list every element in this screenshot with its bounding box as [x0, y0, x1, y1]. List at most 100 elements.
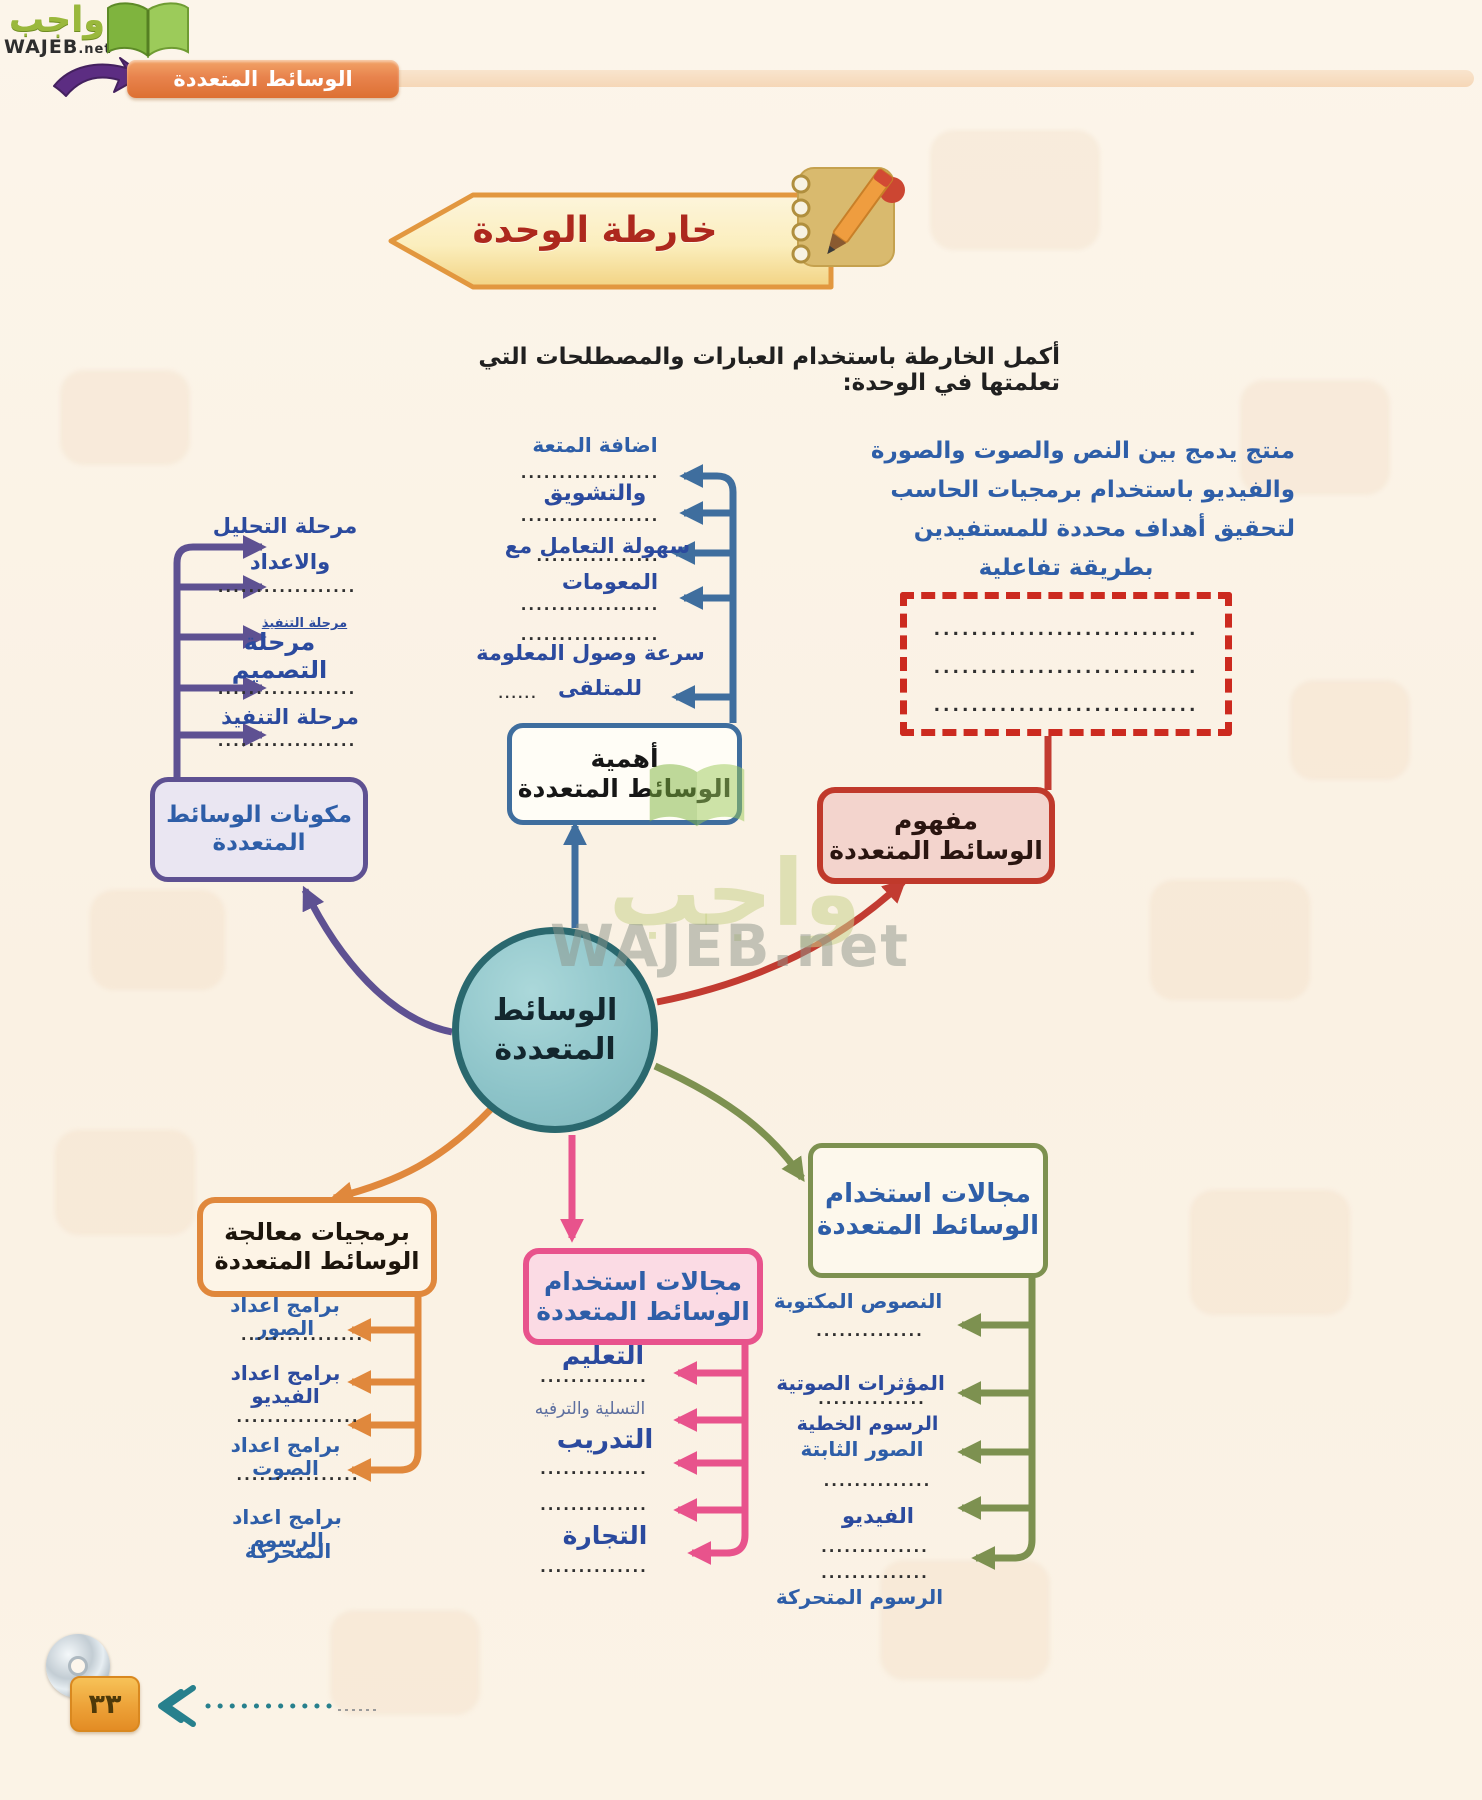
wajeb-logo-tld: .net [78, 42, 112, 57]
importance-blank-1: .................. [520, 466, 660, 481]
central-node-multimedia: الوسائط المتعددة [452, 927, 658, 1133]
concept-blank-3: ............................ [933, 698, 1199, 715]
importance-blank-4: .................. [520, 598, 660, 613]
fields-right-blank-1: .............. [816, 1324, 924, 1339]
background-pattern [55, 1130, 195, 1235]
background-pattern [1190, 1190, 1350, 1315]
purple-ribbon-arrow-icon [53, 57, 145, 97]
components-item-design: مرحلة التصميم [231, 628, 328, 684]
concept-definition-line2: والفيديو باستخدام برمجيات الحاسب [890, 477, 1295, 503]
software-blank-2: ................ [236, 1410, 360, 1425]
fields-right-item-sound-effects: المؤثرات الصوتية [776, 1371, 945, 1395]
importance-item-fun: اضافة المتعة [532, 433, 658, 457]
software-box-line2: الوسائط المتعددة [214, 1247, 420, 1275]
importance-blank-2: .................. [520, 509, 660, 524]
fields-right-item-video: الفيديو [842, 1504, 914, 1528]
importance-item-speed: سرعة وصول المعلومة [476, 641, 705, 665]
unit-header-title: الوسائط المتعددة [173, 67, 353, 91]
components-blank-2: .................. [217, 682, 357, 697]
components-item-analysis: مرحلة التحليل [212, 514, 358, 538]
fields-right-box-line1: مجالات استخدام [825, 1179, 1031, 1210]
fields-center-blank-1: .............. [540, 1370, 648, 1385]
fields-right-blank-5: .............. [821, 1566, 929, 1581]
concept-blank-2: ............................ [933, 660, 1199, 677]
book-logo-icon [107, 2, 189, 59]
fields-right-item-texts: النصوص المكتوبة [773, 1289, 943, 1313]
fields-center-blank-4: .............. [540, 1560, 648, 1575]
fields-center-item-education: التعليم [561, 1341, 645, 1370]
unit-header: الوسائط المتعددة [127, 60, 399, 98]
fields-center-box-line2: الوسائط المتعددة [536, 1296, 750, 1326]
fields-right-item-still-images: الصور الثابتة [800, 1437, 924, 1461]
components-blank-1: .................. [217, 580, 357, 595]
fields-center-item-commerce: التجارة [562, 1521, 648, 1550]
background-pattern [880, 1560, 1050, 1680]
instruction-text: أكمل الخارطة باستخدام العبارات والمصطلحا… [478, 344, 1060, 397]
importance-blank-6: ...... [498, 688, 538, 700]
fields-right-item-line-drawings: الرسوم الخطية [796, 1413, 939, 1435]
concept-answer-box [900, 592, 1232, 736]
importance-box-line2: الوسائط المتعددة [517, 774, 732, 803]
importance-item-suspense: والتشويق [543, 481, 647, 506]
concept-box-line2: الوسائط المتعددة [829, 835, 1043, 865]
importance-blank-3: ................ [536, 549, 660, 564]
components-item-preparation: والاعداد [249, 550, 331, 574]
central-node-line2: المتعددة [494, 1032, 616, 1067]
background-pattern [60, 370, 190, 465]
components-item-execution-note: مرحلة التنفيذ [261, 616, 348, 631]
software-item-animation-line1: برامج اعداد الرسوم [232, 1505, 342, 1552]
importance-item-ease: سهولة التعامل مع [504, 534, 691, 558]
background-pattern [1150, 880, 1310, 1000]
software-item-audio: برامج اعداد الصوت [230, 1433, 341, 1480]
components-blank-3: .................. [217, 734, 357, 749]
concept-box-line1: مفهوم [894, 805, 978, 835]
components-item-execution: مرحلة التنفيذ [221, 705, 359, 729]
wajeb-logo-latin: WAJEB.net [4, 36, 112, 58]
importance-blank-5: .................. [520, 628, 660, 643]
importance-box: أهمية الوسائط المتعددة [507, 723, 742, 825]
wajeb-logo-name: WAJEB [4, 36, 79, 58]
fields-center-item-entertainment: التسلية والترفيه [534, 1399, 646, 1419]
background-pattern [330, 1610, 480, 1715]
software-blank-3: ................ [236, 1468, 360, 1483]
central-node-line1: الوسائط [492, 993, 618, 1028]
notepad-pencil-icon [791, 167, 905, 267]
fields-right-box: مجالات استخدام الوسائط المتعددة [808, 1143, 1048, 1278]
concept-blank-1: ............................ [933, 622, 1199, 639]
concept-definition-line3: لتحقيق أهداف محددة للمستفيدين [913, 516, 1295, 542]
background-pattern [90, 890, 225, 990]
importance-item-recipient: للمتلقى [557, 676, 643, 700]
importance-item-information: المعومات [561, 570, 659, 594]
fields-center-box-line1: مجالات استخدام [543, 1266, 743, 1296]
components-box-line2: المتعددة [212, 829, 306, 856]
fields-right-blank-4: .............. [821, 1540, 929, 1555]
fields-center-box: مجالات استخدام الوسائط المتعددة [523, 1248, 763, 1345]
background-pattern [930, 130, 1100, 250]
header-strip [392, 70, 1474, 87]
banner-title: خارطة الوحدة [472, 210, 718, 251]
software-box: برمجيات معالجة الوسائط المتعددة [197, 1197, 437, 1297]
fields-right-box-line2: الوسائط المتعددة [816, 1210, 1040, 1241]
concept-definition-line1: منتج يدمج بين النص والصوت والصورة [870, 438, 1295, 464]
page-number-badge: ٣٣ [70, 1676, 140, 1732]
components-box: مكونات الوسائط المتعددة [150, 777, 368, 882]
importance-box-line1: أهمية [590, 744, 659, 773]
fields-right-item-animation: الرسوم المتحركة [775, 1585, 944, 1609]
software-item-images: برامج اعداد الصور [230, 1293, 340, 1340]
page-number: ٣٣ [88, 1688, 122, 1720]
concept-box: مفهوم الوسائط المتعددة [817, 787, 1055, 884]
concept-definition-line4: بطريقة تفاعلية [978, 555, 1154, 581]
wajeb-logo-arabic: واجب [8, 0, 106, 40]
fields-center-item-training: التدريب [556, 1425, 654, 1455]
fields-center-blank-2: .............. [540, 1462, 648, 1477]
software-box-line1: برمجيات معالجة [224, 1218, 410, 1247]
fields-center-blank-3: .............. [540, 1498, 648, 1513]
background-pattern [1290, 680, 1410, 780]
fields-right-blank-3: .............. [823, 1474, 932, 1489]
background-pattern [1240, 380, 1390, 495]
software-blank-1: ................ [240, 1328, 365, 1343]
fields-right-blank-2: .............. [818, 1392, 926, 1407]
components-box-line1: مكونات الوسائط [166, 801, 352, 828]
software-item-animation-line2: المتحركة [244, 1539, 332, 1563]
